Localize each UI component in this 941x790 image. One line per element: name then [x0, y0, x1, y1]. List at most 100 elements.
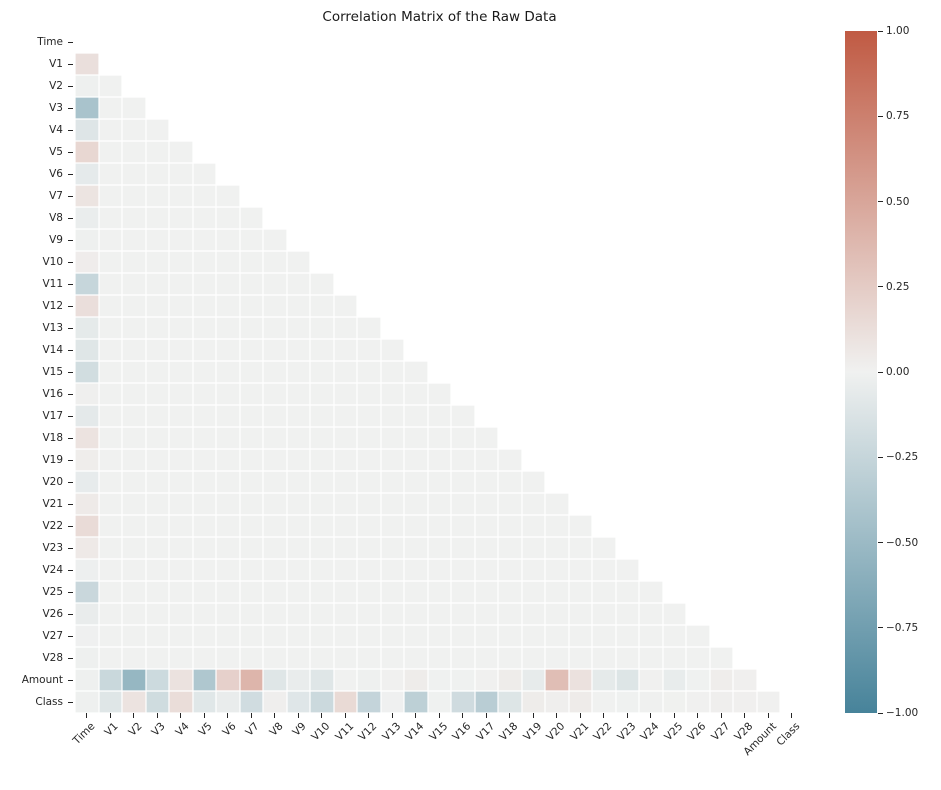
y-tick-mark — [68, 85, 73, 87]
heatmap-cell — [451, 471, 475, 493]
heatmap-cell — [592, 647, 616, 669]
heatmap-cell — [169, 427, 193, 449]
heatmap-cell — [239, 449, 263, 471]
heatmap-cell — [98, 207, 122, 229]
heatmap-cell — [169, 339, 193, 361]
heatmap-cell — [686, 669, 710, 691]
y-tick-label: V22 — [42, 520, 63, 532]
heatmap-cell — [451, 669, 475, 691]
heatmap-cell — [145, 471, 169, 493]
y-tick-mark — [68, 459, 73, 461]
heatmap-cell — [474, 471, 498, 493]
x-tick-mark — [532, 713, 534, 718]
heatmap-cell — [286, 493, 310, 515]
chart-title: Correlation Matrix of the Raw Data — [322, 9, 557, 25]
x-tick-mark — [697, 713, 699, 718]
heatmap-cell — [545, 647, 569, 669]
heatmap-cell — [310, 383, 334, 405]
colorbar-tick-label: 0.25 — [886, 280, 910, 293]
heatmap-cell — [192, 361, 216, 383]
heatmap-cell — [357, 317, 381, 339]
heatmap-cell — [239, 471, 263, 493]
heatmap-cell — [75, 119, 99, 141]
heatmap-cell — [263, 251, 287, 273]
heatmap-cell — [357, 493, 381, 515]
heatmap-cell — [686, 691, 710, 713]
heatmap-cell — [216, 295, 240, 317]
heatmap-cell — [263, 669, 287, 691]
heatmap-cell — [404, 603, 428, 625]
heatmap-cell — [427, 691, 451, 713]
heatmap-cell — [169, 273, 193, 295]
heatmap-cell — [98, 75, 122, 97]
heatmap-cell — [521, 471, 545, 493]
heatmap-cell — [98, 229, 122, 251]
heatmap-cell — [192, 339, 216, 361]
x-tick-mark — [368, 713, 370, 718]
heatmap-cell — [239, 691, 263, 713]
heatmap-cell — [192, 207, 216, 229]
heatmap-cell — [122, 185, 146, 207]
heatmap-cell — [75, 691, 99, 713]
x-tick-label: V13 — [380, 720, 404, 744]
heatmap-cell — [75, 361, 99, 383]
heatmap-cell — [122, 229, 146, 251]
heatmap-cell — [216, 251, 240, 273]
heatmap-cell — [75, 75, 99, 97]
heatmap-cell — [639, 669, 663, 691]
heatmap-cell — [216, 317, 240, 339]
heatmap-cell — [427, 669, 451, 691]
heatmap-cell — [333, 559, 357, 581]
heatmap-cell — [216, 185, 240, 207]
heatmap-cell — [451, 603, 475, 625]
heatmap-cell — [357, 625, 381, 647]
x-tick-label: V17 — [474, 720, 498, 744]
y-tick-mark — [68, 635, 73, 637]
colorbar-tick-mark — [878, 115, 883, 117]
heatmap-cell — [286, 295, 310, 317]
heatmap-cell — [192, 581, 216, 603]
heatmap-cell — [122, 581, 146, 603]
heatmap-cell — [380, 427, 404, 449]
heatmap-cell — [98, 515, 122, 537]
x-tick-mark — [86, 713, 88, 718]
y-tick-label: V20 — [42, 476, 63, 488]
heatmap-cell — [216, 383, 240, 405]
heatmap-cell — [498, 603, 522, 625]
heatmap-cell — [169, 537, 193, 559]
heatmap-cell — [333, 317, 357, 339]
heatmap-cell — [98, 405, 122, 427]
y-tick-mark — [68, 481, 73, 483]
heatmap-cell — [286, 647, 310, 669]
y-tick-mark — [68, 437, 73, 439]
x-tick-label: Class — [774, 720, 803, 749]
x-tick-mark — [626, 713, 628, 718]
heatmap-cell — [192, 229, 216, 251]
heatmap-cell — [521, 515, 545, 537]
heatmap-cell — [615, 603, 639, 625]
colorbar-tick-mark — [878, 712, 883, 714]
y-tick-mark — [68, 217, 73, 219]
heatmap-cell — [286, 273, 310, 295]
heatmap-cell — [98, 185, 122, 207]
heatmap-cell — [286, 537, 310, 559]
heatmap-cell — [75, 141, 99, 163]
heatmap-cell — [427, 449, 451, 471]
heatmap-cell — [192, 427, 216, 449]
y-tick-label: V23 — [42, 542, 63, 554]
heatmap-cell — [145, 361, 169, 383]
heatmap-cell — [286, 471, 310, 493]
heatmap-cell — [357, 339, 381, 361]
heatmap-cell — [75, 163, 99, 185]
heatmap-cell — [216, 691, 240, 713]
heatmap-cell — [333, 405, 357, 427]
heatmap-cell — [169, 647, 193, 669]
heatmap-cell — [98, 141, 122, 163]
heatmap-cell — [380, 603, 404, 625]
y-tick-label: V19 — [42, 454, 63, 466]
heatmap-cell — [404, 383, 428, 405]
heatmap-cell — [568, 603, 592, 625]
heatmap-cell — [145, 119, 169, 141]
heatmap-cell — [239, 559, 263, 581]
heatmap-cell — [333, 581, 357, 603]
